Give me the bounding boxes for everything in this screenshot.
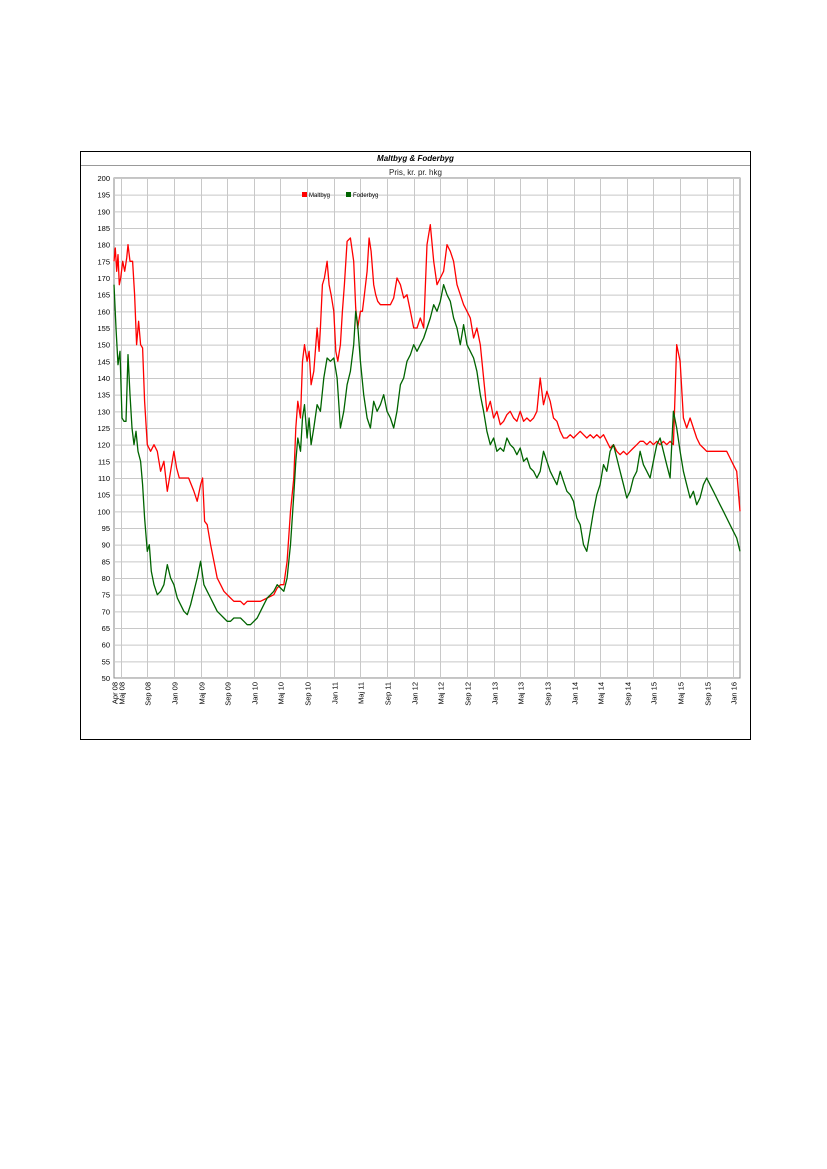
y-tick-label: 170	[97, 274, 110, 283]
y-tick-label: 145	[97, 357, 110, 366]
x-tick-label: Jan 14	[571, 682, 580, 705]
chart-subtitle: Pris, kr. pr. hkg	[389, 168, 442, 177]
x-tick-label: Jan 16	[730, 682, 739, 705]
x-tick-label: Sep 13	[544, 682, 553, 706]
y-tick-label: 85	[102, 557, 110, 566]
x-tick-label: Jan 10	[251, 682, 260, 705]
y-tick-label: 155	[97, 324, 110, 333]
y-tick-label: 75	[102, 591, 110, 600]
y-tick-label: 120	[97, 441, 110, 450]
x-tick-label: Jan 12	[411, 682, 420, 705]
y-tick-label: 135	[97, 391, 110, 400]
y-tick-label: 60	[102, 641, 110, 650]
y-tick-label: 160	[97, 307, 110, 316]
x-tick-label: Sep 15	[704, 682, 713, 706]
legend-swatch-maltbyg	[302, 192, 307, 197]
y-tick-label: 105	[97, 491, 110, 500]
y-tick-label: 80	[102, 574, 110, 583]
y-tick-label: 200	[97, 174, 110, 183]
y-tick-label: 90	[102, 541, 110, 550]
y-tick-label: 185	[97, 224, 110, 233]
legend-label-maltbyg: Maltbyg	[309, 193, 330, 199]
x-tick-label: Maj 14	[597, 682, 606, 705]
legend: Maltbyg Foderbyg	[302, 192, 378, 199]
x-tick-label: Maj 12	[437, 682, 446, 705]
x-tick-label: Sep 08	[144, 682, 153, 706]
y-tick-label: 50	[102, 674, 110, 683]
y-tick-label: 110	[98, 474, 110, 483]
legend-swatch-foderbyg	[346, 192, 351, 197]
y-tick-label: 140	[97, 374, 110, 383]
y-tick-label: 175	[97, 257, 110, 266]
series-line-maltbyg	[113, 224, 741, 606]
y-tick-label: 65	[102, 624, 110, 633]
title-divider	[81, 165, 750, 166]
x-tick-label: Sep 10	[304, 682, 313, 706]
grid-layer	[113, 177, 741, 679]
line-chart: 50 55 60 65 70 75 80 85 90 95 100 105 110 115 120 125 13…	[97, 174, 741, 706]
x-tick-label: Maj 08	[118, 682, 127, 705]
axis-layer: 50 55 60 65 70 75 80 85 90 95 100 105 110 115 120 125 13…	[97, 174, 738, 706]
y-tick-label: 55	[102, 657, 110, 666]
chart-frame: Maltbyg & Foderbyg Pris, kr. pr. hkg 50 5…	[80, 151, 751, 740]
y-tick-label: 180	[97, 241, 110, 250]
x-tick-label: Jan 15	[650, 682, 659, 705]
series-line-foderbyg	[113, 284, 741, 626]
series-layer	[113, 224, 741, 626]
y-tick-label: 70	[102, 607, 110, 616]
x-tick-label: Sep 12	[464, 682, 473, 706]
x-tick-label: Jan 09	[171, 682, 180, 705]
x-tick-label: Maj 10	[277, 682, 286, 705]
x-tick-label: Maj 11	[357, 682, 366, 704]
x-tick-label: Maj 13	[517, 682, 526, 705]
y-tick-label: 190	[97, 207, 110, 216]
chart-title: Maltbyg & Foderbyg	[377, 154, 454, 163]
x-tick-label: Jan 13	[491, 682, 500, 705]
y-tick-label: 165	[97, 291, 110, 300]
legend-label-foderbyg: Foderbyg	[353, 193, 378, 199]
x-tick-label: Apr 08	[111, 682, 120, 704]
y-tick-label: 100	[97, 507, 110, 516]
y-tick-label: 195	[97, 191, 110, 200]
x-tick-label: Sep 14	[624, 682, 633, 706]
y-tick-label: 115	[98, 457, 110, 466]
x-tick-label: Maj 15	[677, 682, 686, 705]
y-tick-label: 150	[97, 341, 110, 350]
x-tick-label: Sep 11	[384, 682, 393, 705]
x-tick-label: Jan 11	[331, 682, 340, 704]
y-tick-label: 125	[97, 424, 110, 433]
y-tick-label: 130	[97, 407, 110, 416]
y-tick-label: 95	[102, 524, 110, 533]
x-tick-label: Sep 09	[224, 682, 233, 706]
x-tick-label: Maj 09	[198, 682, 207, 705]
